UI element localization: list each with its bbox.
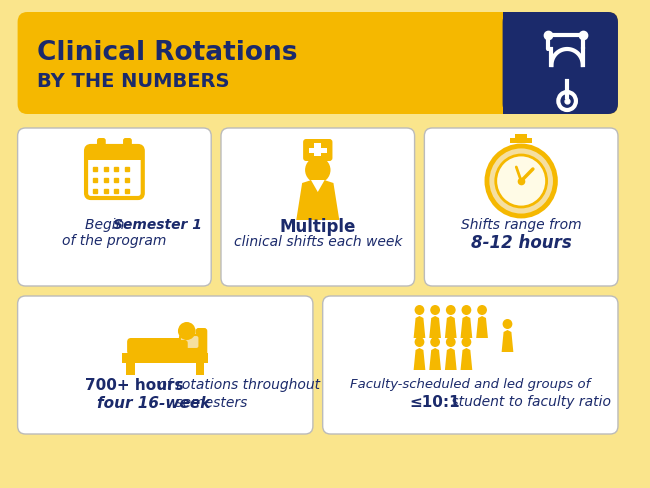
Bar bbox=[510, 138, 532, 143]
Circle shape bbox=[305, 157, 330, 183]
Circle shape bbox=[477, 305, 487, 315]
FancyBboxPatch shape bbox=[221, 128, 415, 286]
Text: BY THE NUMBERS: BY THE NUMBERS bbox=[37, 72, 229, 91]
Text: Multiple: Multiple bbox=[280, 218, 356, 236]
Bar bbox=[122, 353, 208, 363]
Text: Semester 1: Semester 1 bbox=[114, 218, 202, 232]
Circle shape bbox=[446, 337, 456, 347]
FancyBboxPatch shape bbox=[18, 128, 211, 286]
Polygon shape bbox=[296, 178, 339, 220]
Polygon shape bbox=[476, 316, 488, 338]
Bar bbox=[86, 146, 143, 160]
Circle shape bbox=[502, 319, 512, 329]
Circle shape bbox=[430, 305, 440, 315]
Text: Shifts range from: Shifts range from bbox=[461, 218, 582, 232]
FancyBboxPatch shape bbox=[127, 338, 200, 355]
Text: semesters: semesters bbox=[171, 396, 248, 410]
FancyBboxPatch shape bbox=[502, 12, 618, 114]
Text: clinical shifts each week: clinical shifts each week bbox=[233, 235, 402, 249]
FancyBboxPatch shape bbox=[303, 139, 332, 161]
Text: Begin: Begin bbox=[85, 218, 129, 232]
Circle shape bbox=[487, 146, 555, 216]
Polygon shape bbox=[429, 316, 441, 338]
Bar bbox=[196, 363, 204, 375]
Polygon shape bbox=[502, 330, 514, 352]
Polygon shape bbox=[445, 316, 457, 338]
FancyBboxPatch shape bbox=[424, 128, 618, 286]
Polygon shape bbox=[429, 348, 441, 370]
Bar bbox=[502, 12, 560, 114]
Bar bbox=[309, 147, 326, 152]
Circle shape bbox=[462, 337, 471, 347]
Text: student to faculty ratio: student to faculty ratio bbox=[447, 395, 611, 409]
Circle shape bbox=[462, 305, 471, 315]
Text: 700+ hours: 700+ hours bbox=[85, 378, 183, 393]
FancyBboxPatch shape bbox=[135, 340, 188, 352]
Circle shape bbox=[446, 305, 456, 315]
Bar bbox=[315, 143, 321, 156]
FancyBboxPatch shape bbox=[123, 138, 132, 151]
Polygon shape bbox=[413, 348, 425, 370]
Text: of rotations throughout: of rotations throughout bbox=[155, 378, 320, 392]
Polygon shape bbox=[445, 348, 457, 370]
FancyBboxPatch shape bbox=[97, 138, 106, 151]
Circle shape bbox=[430, 337, 440, 347]
Circle shape bbox=[415, 305, 424, 315]
FancyBboxPatch shape bbox=[196, 328, 207, 358]
FancyBboxPatch shape bbox=[180, 335, 200, 349]
FancyBboxPatch shape bbox=[86, 146, 143, 198]
Bar bbox=[126, 363, 135, 375]
Polygon shape bbox=[461, 348, 473, 370]
Text: ≤10:1: ≤10:1 bbox=[410, 395, 460, 410]
Circle shape bbox=[178, 322, 196, 340]
Circle shape bbox=[496, 155, 547, 207]
Text: 8-12 hours: 8-12 hours bbox=[471, 234, 571, 252]
Polygon shape bbox=[461, 316, 473, 338]
Polygon shape bbox=[311, 180, 324, 192]
Bar bbox=[515, 134, 527, 143]
FancyBboxPatch shape bbox=[322, 296, 618, 434]
Text: four 16-week: four 16-week bbox=[97, 396, 210, 411]
Polygon shape bbox=[413, 316, 425, 338]
FancyBboxPatch shape bbox=[18, 12, 618, 114]
Text: Faculty-scheduled and led groups of: Faculty-scheduled and led groups of bbox=[350, 378, 590, 391]
FancyBboxPatch shape bbox=[18, 296, 313, 434]
Text: of the program: of the program bbox=[62, 234, 166, 248]
Text: Clinical Rotations: Clinical Rotations bbox=[37, 40, 298, 66]
Circle shape bbox=[415, 337, 424, 347]
